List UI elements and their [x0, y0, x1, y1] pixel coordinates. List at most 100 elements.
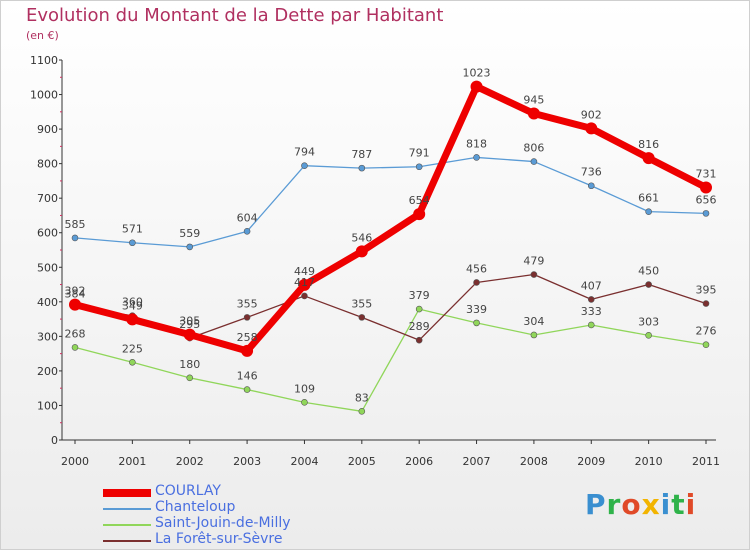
data-label: 304 [523, 315, 544, 328]
chart-title: Evolution du Montant de la Dette par Hab… [26, 5, 444, 26]
legend-swatch [103, 540, 151, 542]
data-label: 731 [696, 167, 717, 180]
data-point [301, 162, 308, 170]
x-tick-label: 2011 [692, 455, 720, 468]
x-tick-label: 2004 [290, 455, 318, 468]
data-label: 83 [355, 391, 369, 404]
data-point [587, 321, 595, 329]
data-point [585, 122, 598, 135]
data-label: 816 [638, 138, 659, 151]
data-point [530, 158, 538, 165]
data-point [355, 245, 368, 258]
data-label: 109 [294, 382, 315, 395]
y-tick-label: 400 [37, 296, 58, 309]
x-tick-label: 2005 [348, 455, 376, 468]
data-point [413, 208, 426, 221]
data-label: 180 [179, 358, 200, 371]
data-label: 225 [122, 342, 143, 355]
data-label: 339 [466, 303, 487, 316]
x-tick-label: 2010 [635, 455, 663, 468]
y-tick-label: 1100 [30, 54, 58, 67]
data-point [71, 344, 79, 351]
y-tick-label: 800 [37, 158, 58, 171]
series-line-0 [74, 83, 708, 355]
data-point [527, 107, 540, 120]
data-point [129, 358, 136, 366]
data-label: 571 [122, 223, 143, 236]
x-tick-label: 2008 [520, 455, 548, 468]
data-point [183, 328, 196, 341]
data-label: 407 [581, 279, 602, 292]
data-label: 654 [409, 194, 430, 207]
data-label: 295 [179, 318, 200, 331]
data-point [243, 228, 251, 235]
data-label: 546 [351, 231, 372, 244]
data-point [243, 314, 251, 321]
data-label: 355 [351, 297, 372, 310]
data-label: 360 [122, 296, 143, 309]
data-point [702, 341, 710, 348]
series-line-2 [74, 308, 707, 412]
data-label: 417 [294, 276, 315, 289]
x-tick-label: 2000 [61, 455, 89, 468]
data-point [645, 332, 652, 339]
data-label: 1023 [463, 67, 491, 80]
legend-label: Saint-Jouin-de-Milly [155, 515, 291, 531]
y-tick-label: 600 [37, 227, 58, 240]
data-label: 456 [466, 262, 487, 275]
proxiti-logo: Proxiti [585, 488, 697, 521]
data-point [243, 386, 251, 393]
data-label: 806 [523, 142, 544, 155]
data-label: 384 [65, 287, 86, 300]
x-tick-label: 2007 [463, 455, 491, 468]
y-tick-label: 300 [37, 330, 58, 343]
data-label: 585 [65, 218, 86, 231]
data-label: 945 [523, 94, 544, 107]
data-label: 450 [638, 265, 659, 278]
data-point [358, 164, 366, 172]
data-label: 794 [294, 146, 315, 159]
legend-swatch [103, 489, 151, 497]
x-tick-label: 2001 [118, 455, 146, 468]
y-tick-label: 500 [37, 261, 58, 274]
data-point [129, 239, 136, 247]
data-point [186, 243, 194, 251]
data-label: 656 [696, 193, 717, 206]
data-label: 791 [409, 147, 430, 160]
data-point [301, 292, 308, 300]
data-point [241, 344, 254, 357]
data-label: 349 [122, 299, 143, 312]
data-label: 379 [409, 289, 430, 302]
data-label: 392 [65, 285, 86, 298]
legend-label: COURLAY [155, 483, 221, 499]
data-point [473, 154, 480, 161]
data-label: 333 [581, 305, 602, 318]
data-point [587, 296, 595, 303]
data-label: 661 [638, 192, 659, 205]
x-tick-label: 2006 [405, 455, 433, 468]
data-point [473, 279, 480, 286]
legend-swatch [103, 524, 151, 526]
data-point [298, 278, 311, 291]
data-label: 604 [237, 211, 258, 224]
data-point [473, 319, 480, 327]
data-point [301, 399, 308, 406]
data-point [700, 181, 712, 194]
data-point [530, 331, 538, 339]
data-point [702, 210, 710, 217]
data-point [186, 374, 194, 382]
y-tick-label: 900 [37, 123, 58, 136]
data-label: 276 [696, 325, 717, 338]
data-point [645, 281, 652, 288]
data-label: 787 [351, 148, 372, 161]
data-label: 268 [65, 327, 86, 340]
y-tick-label: 1000 [30, 89, 58, 102]
data-point [530, 271, 538, 278]
data-point [415, 336, 423, 344]
y-tick-label: 700 [37, 192, 58, 205]
data-point [645, 208, 652, 215]
legend-label: La Forêt-sur-Sèvre [155, 531, 283, 547]
data-label: 146 [237, 370, 258, 383]
data-point [69, 298, 81, 311]
